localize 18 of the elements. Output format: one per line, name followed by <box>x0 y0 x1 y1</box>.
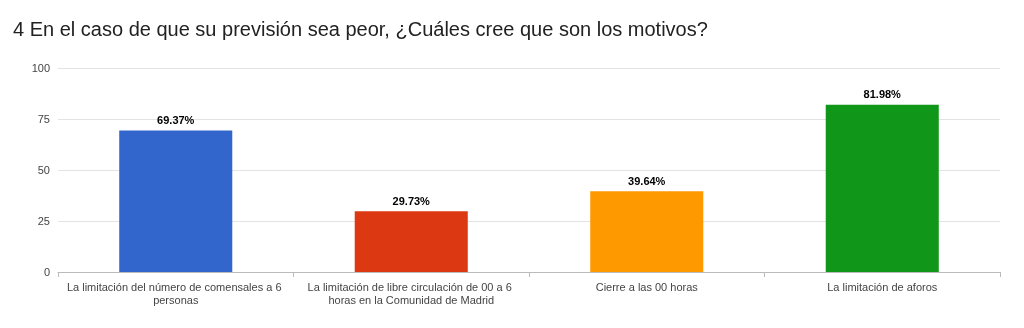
data-label: 81.98% <box>863 88 902 101</box>
bar <box>354 211 468 272</box>
x-tick-label: La limitación del número de comensales a 6 personas <box>66 280 285 306</box>
data-label: 29.73% <box>392 194 431 207</box>
data-label: 69.37% <box>157 113 195 126</box>
bar <box>825 104 939 272</box>
chart-title: 4 En el caso de que su previsión sea peor, ¿Cuáles cree que son los motivos? <box>13 18 708 40</box>
y-tick-label: 50 <box>37 164 50 176</box>
data-label: 39.64% <box>628 174 666 187</box>
bar <box>590 191 704 272</box>
x-tick-label: La limitación de libre circulación de 00 a 6 horas en la Comunidad de Madrid <box>307 280 515 306</box>
y-tick-label: 100 <box>31 62 50 74</box>
y-tick-label: 0 <box>43 266 50 278</box>
x-tick-label: La limitación de aforos <box>827 280 938 293</box>
x-tick-label: Cierre a las 00 horas <box>595 280 699 293</box>
y-tick-label: 25 <box>37 215 50 227</box>
y-tick-label: 75 <box>37 113 50 125</box>
bar <box>119 130 233 272</box>
